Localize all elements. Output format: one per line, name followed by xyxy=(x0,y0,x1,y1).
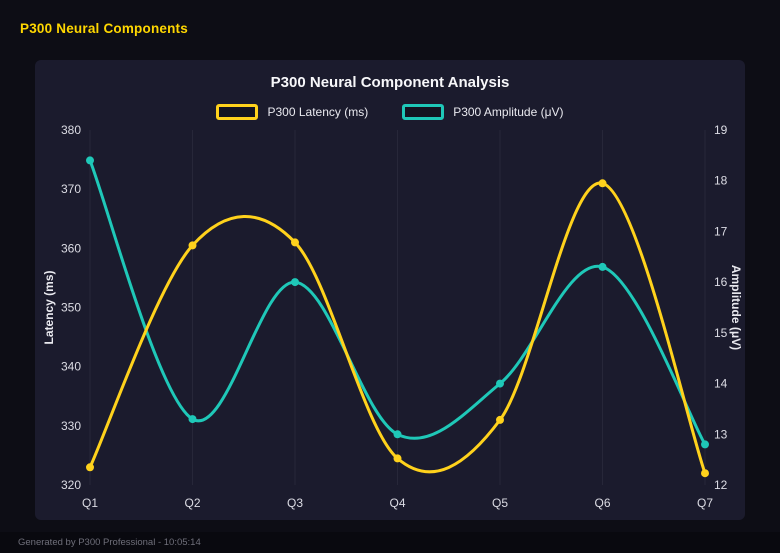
right-axis-title: Amplitude (μV) xyxy=(729,265,743,350)
chart-title: P300 Neural Component Analysis xyxy=(270,74,510,91)
right-tick-label: 18 xyxy=(714,174,728,188)
data-point[interactable] xyxy=(598,262,607,271)
chart-card: Q1 Q2 Q3 Q4 Q5 Q6 Q7 320 330 340 350 360 370 380 12 13 1… xyxy=(35,60,745,520)
page-title: P300 Neural Components xyxy=(20,21,188,36)
left-tick-label: 360 xyxy=(61,241,81,255)
x-tick-label: Q7 xyxy=(697,496,713,510)
chart-canvas: Q1 Q2 Q3 Q4 Q5 Q6 Q7 320 330 340 350 360 370 380 12 13 1… xyxy=(42,123,743,510)
data-point[interactable] xyxy=(188,241,197,250)
data-point[interactable] xyxy=(86,156,94,165)
right-tick-label: 14 xyxy=(714,377,728,391)
data-point[interactable] xyxy=(598,179,607,188)
legend-label: P300 Latency (ms) xyxy=(267,105,369,119)
data-point[interactable] xyxy=(291,278,299,287)
left-tick-label: 350 xyxy=(61,301,81,315)
right-tick-label: 15 xyxy=(714,326,728,340)
data-point[interactable] xyxy=(86,463,94,472)
legend-label: P300 Amplitude (μV) xyxy=(453,105,564,119)
data-point[interactable] xyxy=(701,469,709,478)
footer-bar: Generated by P300 Professional - 10:05:1… xyxy=(0,532,780,553)
right-tick-label: 13 xyxy=(714,427,728,441)
data-point[interactable] xyxy=(393,430,402,439)
left-tick-label: 330 xyxy=(61,419,81,433)
legend-swatch xyxy=(216,104,259,120)
x-tick-label: Q5 xyxy=(492,496,508,510)
legend-item[interactable]: P300 Amplitude (μV) xyxy=(402,104,564,120)
x-tick-label: Q4 xyxy=(389,496,405,510)
data-point[interactable] xyxy=(393,454,402,463)
left-tick-label: 320 xyxy=(61,478,81,492)
x-tick-label: Q3 xyxy=(287,496,303,510)
x-tick-label: Q6 xyxy=(594,496,610,510)
legend-swatch xyxy=(402,104,445,120)
right-tick-label: 12 xyxy=(714,478,728,492)
right-tick-label: 19 xyxy=(714,123,728,137)
right-tick-label: 17 xyxy=(714,224,728,238)
data-point[interactable] xyxy=(291,238,299,247)
left-tick-label: 370 xyxy=(61,182,81,196)
data-point[interactable] xyxy=(496,415,504,424)
chart-legend: P300 Latency (ms) P300 Amplitude (μV) xyxy=(35,104,745,120)
data-point[interactable] xyxy=(701,440,709,449)
data-point[interactable] xyxy=(188,415,197,424)
legend-item[interactable]: P300 Latency (ms) xyxy=(216,104,368,120)
left-axis-title: Latency (ms) xyxy=(42,270,56,344)
x-tick-label: Q2 xyxy=(184,496,200,510)
data-point[interactable] xyxy=(496,379,504,388)
footer-text: Generated by P300 Professional - 10:05:1… xyxy=(18,537,201,548)
left-tick-label: 340 xyxy=(61,360,81,374)
x-tick-label: Q1 xyxy=(82,496,98,510)
left-tick-label: 380 xyxy=(61,123,81,137)
right-tick-label: 16 xyxy=(714,275,728,289)
